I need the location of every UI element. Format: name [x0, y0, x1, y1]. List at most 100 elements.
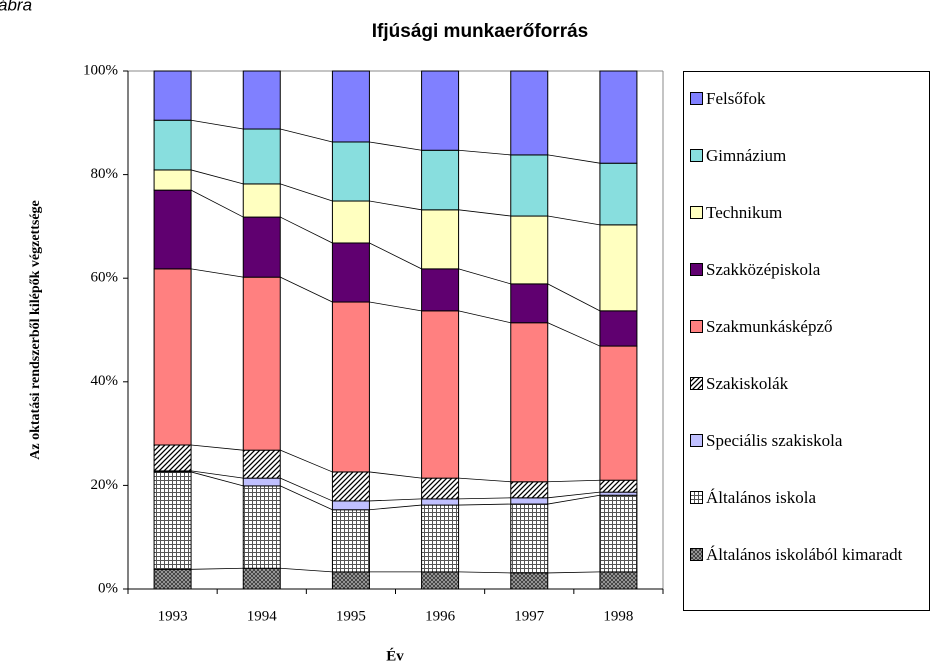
connector-line — [191, 119, 244, 130]
legend-label: Szakközépiskola — [706, 260, 821, 279]
legend-entry: Általános iskolából kimaradt — [684, 544, 929, 601]
connector-line — [280, 276, 333, 303]
legend-label: Gimnázium — [706, 146, 787, 165]
legend-entry: Gimnázium — [684, 145, 929, 202]
connector-line — [458, 310, 511, 324]
y-tick-label: 60% — [91, 270, 119, 286]
legend-swatch-box — [690, 92, 703, 105]
bar-segment — [421, 268, 460, 312]
legend-swatch-box — [690, 206, 703, 219]
bar-segment — [510, 215, 549, 285]
bar-segment — [242, 216, 281, 278]
connector-line — [369, 498, 422, 502]
bar-segment — [599, 70, 638, 164]
bar-segment — [242, 449, 281, 479]
connector-line — [280, 567, 333, 573]
connector-line — [547, 491, 600, 499]
x-tick-label: 1995 — [336, 608, 366, 624]
connector-line — [547, 283, 601, 312]
bar-segment — [421, 70, 460, 151]
legend-entry: Általános iskola — [684, 487, 929, 544]
bar-segment — [331, 571, 370, 590]
connector-line — [280, 485, 333, 511]
legend-swatch — [690, 263, 703, 276]
connector-line — [369, 301, 422, 312]
bar-segment — [242, 128, 281, 185]
bar-segment — [421, 310, 460, 479]
legend-label: Általános iskolából kimaradt — [706, 545, 903, 564]
bar-segment — [153, 568, 192, 590]
legend-swatch-box — [690, 263, 703, 276]
legend-swatch — [690, 434, 703, 447]
bar-segment — [153, 471, 192, 570]
bar-segment — [331, 500, 370, 511]
bar-segment — [510, 481, 549, 499]
legend-swatch-box — [690, 377, 703, 390]
x-tick-label: 1998 — [603, 608, 633, 624]
y-tick-label: 0% — [98, 580, 118, 596]
bar-segment — [153, 119, 192, 171]
bar-segment — [510, 572, 549, 590]
connector-line — [547, 571, 600, 574]
connector-line — [458, 497, 511, 500]
connector-line — [458, 209, 511, 217]
connector-line — [547, 479, 600, 483]
bar-segment — [242, 567, 281, 590]
connector-line — [369, 242, 422, 270]
bar-segment — [599, 345, 638, 481]
bar-segment — [599, 162, 638, 226]
bar-segment — [153, 268, 192, 446]
bar-segment — [510, 503, 549, 574]
bar-segment — [242, 183, 281, 218]
legend-label: Szakiskolák — [706, 374, 789, 393]
bar-segment — [421, 477, 460, 500]
bar-segment — [421, 571, 460, 590]
bar-segment — [599, 224, 638, 312]
bar-segment — [153, 189, 192, 270]
bar-segment — [331, 200, 370, 244]
bar-segment — [599, 310, 638, 347]
bar-segment — [510, 70, 549, 156]
bar-segment — [242, 485, 281, 569]
x-tick-label: 1994 — [247, 608, 278, 624]
connector-line — [458, 477, 511, 483]
legend-label: Szakmunkásképző — [706, 317, 833, 336]
legend-swatch — [690, 491, 703, 504]
legend-entry: Felsőfok — [684, 88, 929, 145]
legend-entry: Speciális szakiskola — [684, 430, 929, 487]
y-axis-label: Az oktatási rendszerből kilépők végzetts… — [28, 200, 43, 459]
bar-segment — [421, 504, 460, 573]
legend-entry: Szakközépiskola — [684, 259, 929, 316]
connector-line — [458, 149, 511, 156]
connector-line — [280, 477, 333, 502]
legend-swatch-box — [690, 320, 703, 333]
connector-line — [547, 215, 600, 226]
bar-segment — [331, 141, 370, 202]
y-tick-label: 20% — [91, 477, 119, 493]
legend: Felsőfok Gimnázium Technikum Szakközépiskol… — [683, 71, 930, 611]
x-axis-label: Év — [386, 647, 404, 664]
bar-segment — [153, 70, 192, 121]
legend-label: Felsőfok — [706, 89, 766, 108]
connector-line — [191, 567, 244, 570]
bar-segment — [153, 169, 192, 191]
legend-label: Speciális szakiskola — [706, 431, 843, 450]
legend-swatch — [690, 377, 703, 390]
legend-swatch-box — [690, 548, 703, 561]
bar-segment — [421, 149, 460, 211]
x-tick-label: 1993 — [158, 608, 188, 624]
connector-line — [191, 444, 244, 451]
bar-segment — [331, 301, 370, 473]
connector-line — [280, 216, 333, 244]
bar-segment — [510, 322, 549, 483]
bar-segment — [331, 509, 370, 573]
legend-swatch — [690, 320, 703, 333]
connector-line — [190, 471, 244, 487]
connector-line — [547, 494, 600, 505]
bar-segment — [510, 283, 549, 324]
connector-line — [547, 322, 601, 347]
x-tick-label: 1997 — [514, 608, 545, 624]
connector-line — [190, 169, 244, 185]
x-tick-label: 1996 — [425, 608, 456, 624]
